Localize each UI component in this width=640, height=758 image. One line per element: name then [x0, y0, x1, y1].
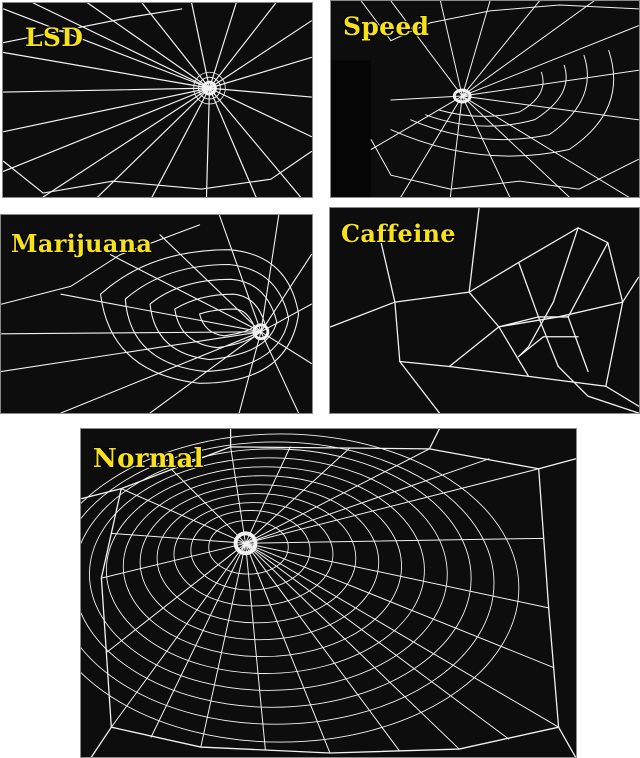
- panel-label-normal: Normal: [93, 444, 204, 474]
- panel-marijuana-web: Marijuana: [0, 214, 313, 414]
- panel-caffeine-web: Caffeine: [329, 207, 640, 414]
- panel-lsd-web: LSD: [2, 2, 313, 198]
- panel-label-speed: Speed: [343, 12, 430, 41]
- panel-speed-web: Speed: [330, 0, 640, 198]
- caffeine-web-photo: [330, 208, 639, 413]
- speed-web-photo: [331, 1, 639, 197]
- marijuana-web-photo: [1, 215, 312, 413]
- panel-normal-web: Normal: [80, 428, 577, 758]
- lsd-web-photo: [3, 3, 312, 197]
- panel-label-marijuana: Marijuana: [11, 229, 153, 258]
- panel-label-caffeine: Caffeine: [341, 219, 456, 248]
- panel-label-lsd: LSD: [25, 23, 84, 52]
- normal-web-photo: [81, 429, 576, 757]
